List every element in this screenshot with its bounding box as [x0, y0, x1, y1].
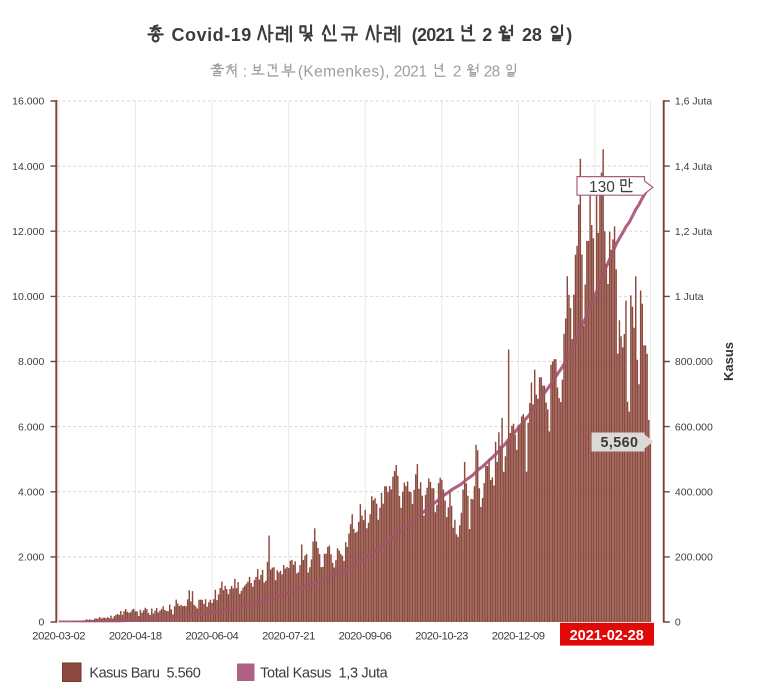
svg-text:28: 28	[522, 25, 542, 45]
svg-text::: :	[243, 63, 247, 80]
svg-text:Total Kasus 1,3 Juta: Total Kasus 1,3 Juta	[260, 666, 389, 682]
svg-text:Covid-19: Covid-19	[172, 25, 252, 45]
svg-text:2: 2	[482, 25, 492, 45]
svg-text:0: 0	[38, 617, 44, 629]
svg-text:2020-07-21: 2020-07-21	[262, 630, 315, 642]
svg-text:1 Juta: 1 Juta	[675, 291, 704, 303]
svg-text:(Kemenkes),: (Kemenkes),	[298, 63, 389, 80]
svg-text:6.000: 6.000	[18, 421, 44, 433]
svg-text:2020-04-18: 2020-04-18	[109, 630, 162, 642]
svg-text:1,2 Juta: 1,2 Juta	[675, 226, 713, 238]
svg-text:2: 2	[453, 63, 462, 80]
svg-text:2020-03-02: 2020-03-02	[32, 630, 85, 642]
svg-text:0: 0	[675, 617, 681, 629]
svg-text:10.000: 10.000	[12, 291, 44, 303]
svg-text:2020-09-06: 2020-09-06	[339, 630, 392, 642]
svg-text:2021-02-28: 2021-02-28	[570, 628, 644, 644]
svg-text:16.000: 16.000	[12, 96, 44, 108]
svg-text:4.000: 4.000	[18, 486, 44, 498]
svg-text:130: 130	[589, 179, 615, 196]
svg-text:(2021: (2021	[412, 25, 455, 45]
svg-text:2020-06-04: 2020-06-04	[186, 630, 239, 642]
svg-text:Kasus: Kasus	[721, 342, 736, 381]
svg-text:1,4 Juta: 1,4 Juta	[675, 161, 713, 173]
svg-text:8.000: 8.000	[18, 356, 44, 368]
svg-text:14.000: 14.000	[12, 161, 44, 173]
svg-text:): )	[566, 25, 572, 45]
svg-text:28: 28	[484, 63, 501, 80]
svg-text:2.000: 2.000	[18, 552, 44, 564]
svg-text:12.000: 12.000	[12, 226, 44, 238]
svg-text:5,560: 5,560	[601, 435, 639, 451]
svg-text:2021: 2021	[394, 63, 427, 80]
svg-text:800.000: 800.000	[675, 356, 713, 368]
svg-text:2020-10-23: 2020-10-23	[415, 630, 468, 642]
svg-text:2020-12-09: 2020-12-09	[492, 630, 545, 642]
svg-text:1,6 Juta: 1,6 Juta	[675, 96, 713, 108]
svg-text:600.000: 600.000	[675, 421, 713, 433]
svg-text:Kasus Baru 5.560: Kasus Baru 5.560	[89, 666, 200, 682]
svg-text:200.000: 200.000	[675, 552, 713, 564]
svg-text:400.000: 400.000	[675, 486, 713, 498]
